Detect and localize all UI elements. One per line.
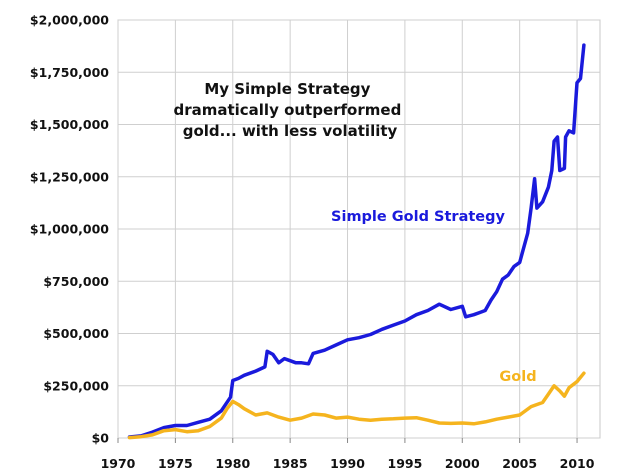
y-tick-label: $500,000 [43,326,109,341]
y-tick-label: $1,750,000 [30,65,109,80]
y-tick-label: $1,500,000 [30,117,109,132]
series-lines [127,43,586,440]
series-label-strategy: Simple Gold Strategy [331,209,505,225]
y-tick-label: $2,000,000 [30,13,109,28]
chart-annotation: My Simple Strategy dramatically outperfo… [173,80,406,140]
x-tick-label: 2005 [502,456,537,471]
x-axis-tick-labels: 1970 1975 1980 1985 1990 1995 2000 2005 2010 [101,456,595,471]
y-tick-label: $1,250,000 [30,169,109,184]
y-tick-label: $0 [92,431,110,446]
x-tick-label: 1990 [330,456,365,471]
annotation-line-2: dramatically outperformed [173,101,401,119]
series-label-gold: Gold [499,369,536,385]
x-tick-label: 1980 [215,456,250,471]
y-axis-tick-labels: $0 $250,000 $500,000 $750,000 $1,000,000 $1,2… [30,13,109,446]
x-tick-label: 1985 [273,456,308,471]
series-line-strategy [127,43,586,439]
x-tick-label: 1970 [101,456,136,471]
y-tick-label: $1,000,000 [30,222,109,237]
y-tick-label: $750,000 [43,274,109,289]
x-tick-label: 1995 [388,456,423,471]
x-tick-label: 2000 [445,456,480,471]
annotation-line-1: My Simple Strategy [204,80,370,98]
y-tick-label: $250,000 [43,378,109,393]
grid [117,19,601,443]
annotation-line-3: gold... with less volatility [183,122,398,140]
x-tick-label: 1975 [158,456,193,471]
x-tick-label: 2010 [560,456,595,471]
series-line-gold [127,371,586,440]
